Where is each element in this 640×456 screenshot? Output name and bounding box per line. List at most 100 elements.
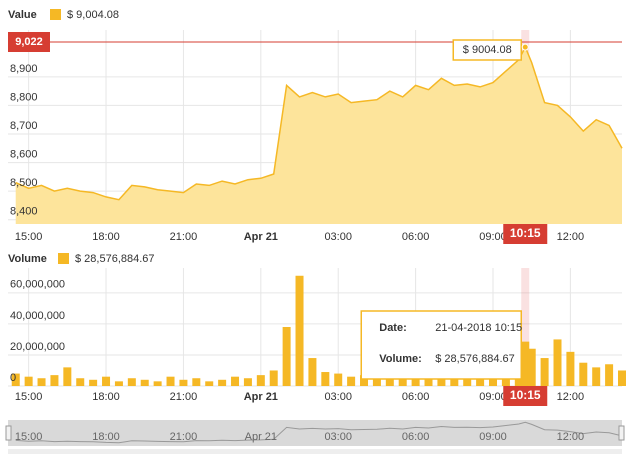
bar [89, 379, 98, 386]
x-tick-label: 06:00 [402, 391, 430, 403]
bar [450, 375, 459, 386]
tooltip-label: Date: [379, 322, 407, 334]
x-tick-label: 12:00 [557, 391, 585, 403]
tooltip-text: $ 9004.08 [463, 44, 512, 56]
area [15, 47, 622, 224]
bar [566, 351, 575, 386]
bar [347, 376, 356, 386]
bar [540, 358, 549, 386]
bar [282, 327, 291, 386]
crosshair-band [521, 268, 530, 386]
bar [489, 373, 498, 386]
navigator-handle[interactable] [5, 425, 12, 441]
price-label: 9,022 [15, 36, 43, 48]
bar [37, 378, 46, 386]
bar [618, 370, 626, 386]
crosshair-label: 10:15 [510, 226, 541, 240]
bar [63, 367, 72, 386]
x-tick-label: 21:00 [170, 391, 198, 403]
bar [114, 381, 123, 386]
x-tick-label: 15:00 [15, 231, 43, 243]
navigator-handle[interactable] [618, 425, 625, 441]
bar [308, 358, 317, 386]
legend-title: Value [8, 9, 37, 21]
navigator-tick-label: Apr 21 [245, 431, 277, 443]
bar [527, 348, 536, 386]
x-tick-label: 03:00 [324, 391, 352, 403]
bar [102, 376, 111, 386]
y-tick-label: 8,500 [10, 177, 38, 189]
bar [592, 367, 601, 386]
y-tick-label: 60,000,000 [10, 279, 65, 291]
bar [50, 375, 59, 386]
x-tick-label: Apr 21 [244, 231, 278, 243]
bar [243, 378, 252, 386]
bar [360, 375, 369, 386]
legend-title: Volume [8, 253, 47, 265]
y-tick-label: 8,800 [10, 91, 38, 103]
bar [372, 378, 381, 386]
navigator-tick-label: 18:00 [92, 431, 120, 443]
x-tick-label: 06:00 [402, 231, 430, 243]
navigator-tick-label: 06:00 [402, 431, 430, 443]
tooltip-dot [521, 43, 529, 51]
bar [140, 379, 149, 386]
navigator-tick-label: 15:00 [15, 431, 43, 443]
navigator-bg [8, 420, 622, 446]
bar [321, 372, 330, 386]
x-tick-label: 18:00 [92, 391, 120, 403]
legend-entry: $ 28,576,884.67 [75, 253, 155, 265]
navigator-tick-label: 03:00 [324, 431, 352, 443]
x-tick-label: 09:00 [479, 231, 507, 243]
bar [192, 378, 201, 386]
bar [231, 376, 240, 386]
bar [295, 275, 304, 386]
bar [127, 378, 136, 386]
bar [476, 378, 485, 386]
navigator-tick-label: 09:00 [479, 431, 507, 443]
bar [424, 378, 433, 386]
y-tick-label: 40,000,000 [10, 310, 65, 322]
y-tick-label: 8,600 [10, 148, 38, 160]
x-tick-label: 03:00 [324, 231, 352, 243]
y-tick-label: 8,900 [10, 63, 38, 75]
bar [11, 373, 20, 386]
bar [76, 378, 85, 386]
bar [205, 381, 214, 386]
bar [179, 379, 188, 386]
y-tick-label: 8,400 [10, 206, 38, 218]
y-tick-label: 0 [10, 372, 16, 384]
navigator-tick-label: 21:00 [170, 431, 198, 443]
bar [463, 376, 472, 386]
legend-swatch [50, 9, 61, 20]
bar [269, 370, 278, 386]
legend-entry: $ 9,004.08 [67, 9, 119, 21]
scrollbar [8, 449, 622, 454]
bar [398, 376, 407, 386]
x-tick-label: Apr 21 [244, 391, 278, 403]
tooltip-value: $ 28,576,884.67 [435, 353, 515, 365]
navigator-line [15, 421, 623, 444]
bar [218, 379, 227, 386]
x-tick-label: 21:00 [170, 231, 198, 243]
y-tick-label: 20,000,000 [10, 341, 65, 353]
bar [605, 364, 614, 386]
bar [553, 339, 562, 386]
y-tick-label: 8,700 [10, 120, 38, 132]
tooltip-value: 21-04-2018 10:15 [435, 322, 522, 334]
x-tick-label: 18:00 [92, 231, 120, 243]
crosshair-label: 10:15 [510, 388, 541, 402]
crosshair-label-box [503, 224, 548, 244]
crosshair-label-box [503, 386, 548, 406]
price-label-box [8, 32, 50, 52]
x-tick-label: 09:00 [479, 391, 507, 403]
legend-swatch [58, 253, 69, 264]
bar [521, 341, 530, 386]
x-tick-label: 12:00 [557, 231, 585, 243]
bar [24, 376, 33, 386]
bar [256, 375, 265, 386]
bar [153, 381, 162, 386]
tooltip-box [452, 39, 523, 61]
bar [334, 373, 343, 386]
